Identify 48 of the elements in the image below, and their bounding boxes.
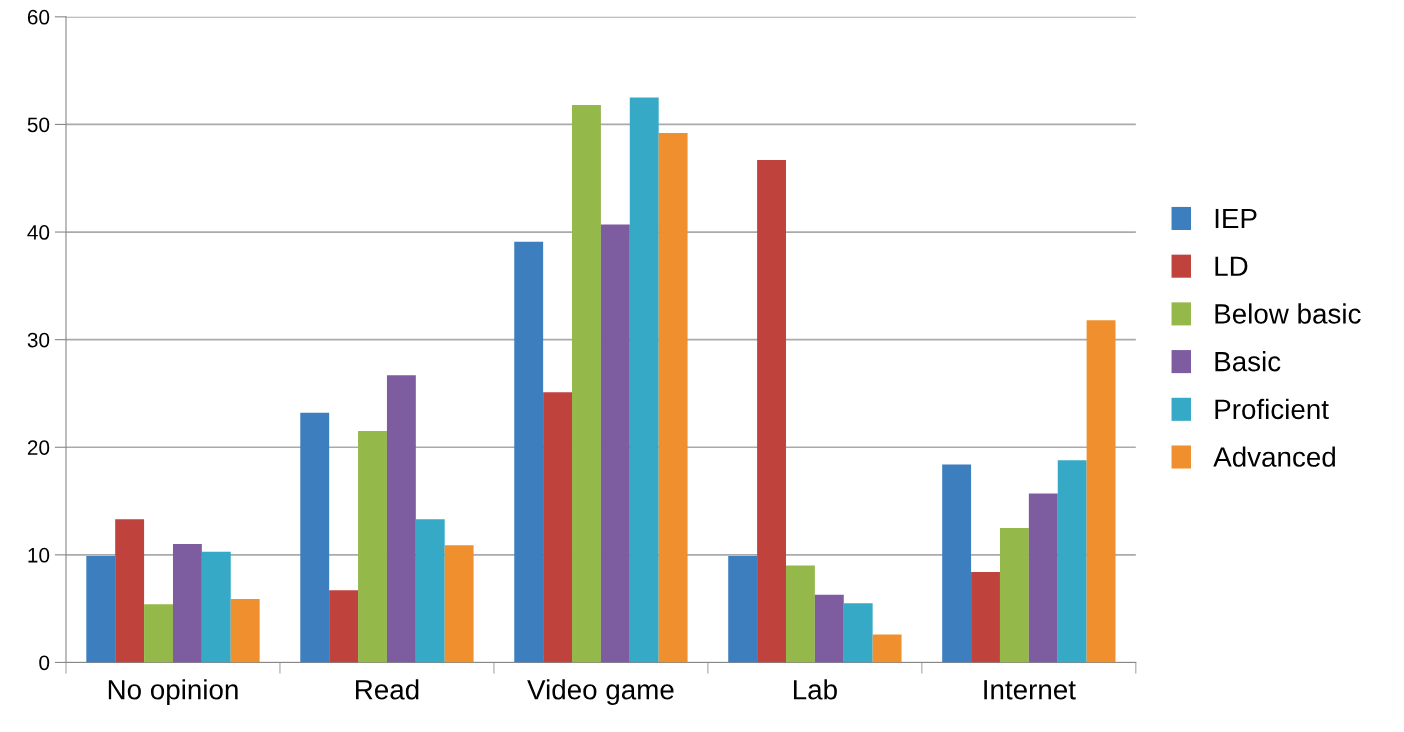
bar — [230, 598, 260, 663]
bar — [115, 519, 145, 663]
y-tick-label: 40 — [27, 225, 50, 240]
legend-label: IEP — [1215, 208, 1257, 229]
x-tick-label: No opinion — [108, 679, 238, 706]
bar — [629, 97, 659, 663]
x-tick-label: Internet — [984, 680, 1076, 700]
bar — [728, 555, 758, 663]
bar — [329, 590, 359, 663]
bar — [600, 224, 630, 663]
legend-label: Basic — [1215, 351, 1281, 372]
bar — [971, 572, 1000, 663]
bar — [201, 551, 231, 663]
bar — [172, 544, 202, 663]
bar — [358, 431, 387, 663]
legend-label: Advanced — [1213, 446, 1335, 467]
y-tick-label: 20 — [27, 440, 50, 456]
bar — [543, 392, 573, 663]
bar — [514, 241, 544, 663]
y-tick-label: 10 — [28, 547, 50, 563]
bar — [144, 604, 173, 663]
y-tick-label: 50 — [27, 117, 50, 133]
bar — [843, 603, 873, 663]
bar — [1028, 493, 1058, 663]
bar — [872, 634, 902, 663]
legend-label: LD — [1215, 256, 1248, 276]
x-tick-label: Read — [356, 679, 419, 700]
y-tick-label: 0 — [39, 655, 50, 671]
bar — [86, 555, 116, 663]
legend-label: Below basic — [1215, 303, 1361, 324]
bar — [1057, 460, 1087, 663]
bar — [300, 412, 330, 663]
bar — [444, 545, 474, 663]
y-tick-label: 30 — [27, 332, 50, 348]
legend-label: Proficient — [1215, 398, 1329, 420]
bar — [757, 159, 786, 663]
bar — [942, 464, 972, 663]
bar — [1086, 320, 1116, 663]
bar — [999, 527, 1029, 663]
bar — [658, 133, 688, 663]
x-tick-label: Video game — [527, 679, 674, 706]
bar — [786, 565, 815, 663]
bar — [814, 594, 844, 663]
y-tick-label: 60 — [27, 9, 50, 25]
x-tick-label: Lab — [793, 679, 837, 700]
bar — [386, 375, 416, 663]
bar — [415, 519, 445, 663]
bar — [572, 105, 601, 663]
